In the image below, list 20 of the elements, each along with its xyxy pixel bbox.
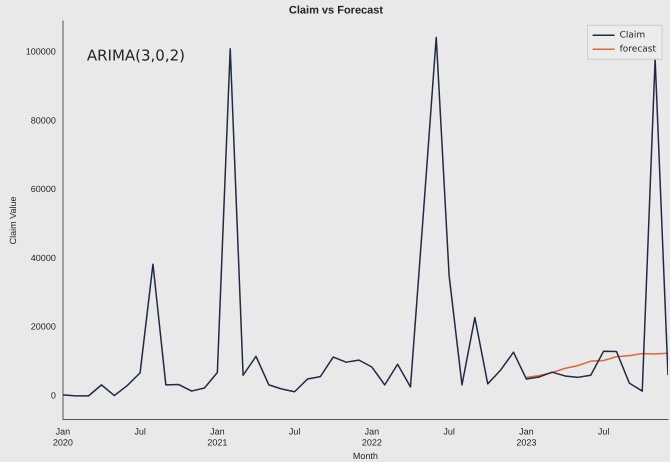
x-tick-label: Jul: [443, 426, 455, 436]
y-tick-label: 100000: [26, 46, 56, 57]
y-tick-label: 0: [50, 390, 56, 400]
x-axis-title: Month: [352, 451, 378, 462]
x-tick-label: Jul: [598, 426, 610, 436]
x-tick-label: Jan 2021: [207, 426, 228, 448]
y-tick-label: 80000: [30, 115, 56, 126]
legend-label: Claim: [620, 30, 646, 41]
y-tick-label: 20000: [30, 322, 56, 332]
y-tick-label: 40000: [30, 252, 56, 263]
x-tick-label: Jan 2020: [52, 426, 73, 448]
x-tick-label: Jan 2022: [362, 426, 382, 448]
x-tick-label: Jul: [288, 426, 300, 436]
y-axis-title: Claim Value: [8, 196, 18, 244]
x-tick-label: Jul: [134, 426, 146, 436]
legend-label: forecast: [620, 44, 656, 55]
chart-title: Claim vs Forecast: [288, 4, 384, 17]
y-tick-label: 60000: [30, 184, 56, 194]
annotation: ARIMA(3,0,2): [86, 46, 186, 65]
x-tick-label: Jan 2023: [516, 426, 536, 448]
